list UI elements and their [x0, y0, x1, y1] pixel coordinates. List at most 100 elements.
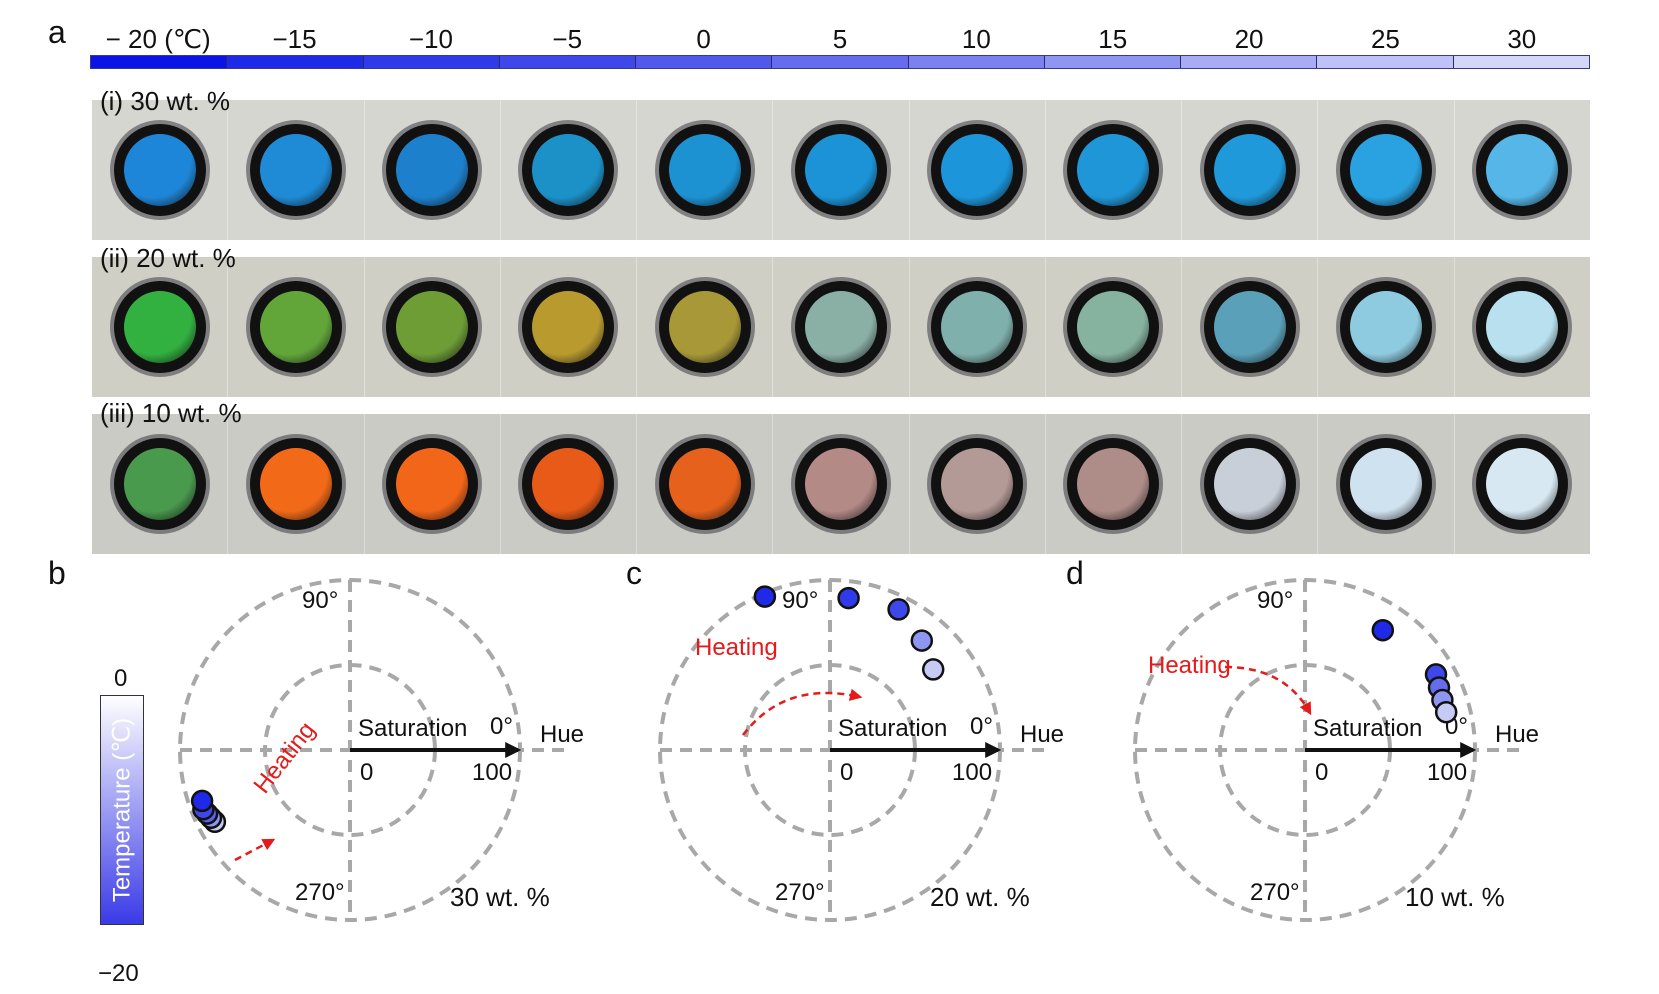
temperature-label: − 20 (℃) [105, 24, 211, 54]
data-point [753, 585, 777, 608]
sample-color-disc [1486, 134, 1559, 206]
sample-color-disc [668, 291, 741, 363]
sample-color-disc [1486, 448, 1559, 520]
temperature-label: −5 [552, 24, 583, 54]
saturation-axis-label: Saturation [358, 715, 467, 742]
sample-photo-cell [1455, 257, 1590, 397]
sample-photo-cell [637, 257, 774, 397]
temperature-bar-segment [363, 56, 500, 68]
saturation-axis-label: Saturation [838, 715, 947, 742]
sample-photo-cell [637, 100, 774, 240]
temperature-bar-segment [908, 56, 1045, 68]
sample-holder-ring [658, 438, 751, 530]
heating-arrow [1224, 665, 1312, 716]
sample-holder-ring [522, 124, 615, 216]
sample-holder-ring [522, 438, 615, 530]
sample-color-disc [1077, 291, 1150, 363]
sample-holder-ring [1203, 124, 1296, 216]
temperature-bar-segment [1453, 56, 1589, 68]
angle-0-label: 0° [490, 713, 513, 740]
sample-photo-cell [1455, 100, 1590, 240]
angle-90-label: 90° [302, 587, 338, 614]
sample-holder-ring [113, 281, 206, 373]
hue-axis-label: Hue [540, 721, 584, 748]
sample-color-disc [941, 448, 1014, 520]
sample-color-disc [1350, 448, 1423, 520]
temperature-label: 5 [832, 24, 848, 54]
sample-color-disc [668, 134, 741, 206]
saturation-tick-0: 0 [360, 759, 373, 786]
temperature-bar-segment [499, 56, 637, 68]
sample-holder-ring [1067, 281, 1160, 373]
row-label-30wt: (i) 30 wt. % [100, 86, 231, 116]
angle-270-label: 270° [295, 879, 345, 906]
sample-photo-cell [1182, 100, 1319, 240]
sample-photo-cell [365, 100, 501, 240]
temperature-label: 10 [961, 24, 991, 54]
sample-photo-cell [365, 257, 501, 397]
sample-holder-ring [931, 281, 1024, 373]
heating-label: Heating [1148, 652, 1231, 679]
heating-label: Heating [695, 634, 778, 661]
sample-color-disc [1077, 448, 1150, 520]
sample-color-disc [941, 291, 1014, 363]
data-point [921, 658, 945, 681]
sample-color-disc [804, 134, 877, 206]
temperature-color-bar [90, 55, 1590, 69]
polar-plot-20wt: 90° 0° 270° Saturation Hue 0 100 20 wt. % Heatin… [658, 578, 1064, 922]
saturation-axis-label: Saturation [1313, 715, 1422, 742]
sample-holder-ring [113, 124, 206, 216]
sample-photo-cell [910, 414, 1046, 554]
sample-holder-ring [1340, 124, 1433, 216]
sample-holder-ring [1067, 438, 1160, 530]
sample-holder-ring [386, 281, 479, 373]
sample-photo-cell [92, 100, 229, 240]
sample-holder-ring [386, 124, 479, 216]
sample-color-disc [1213, 448, 1286, 520]
panel-letter-a: a [48, 14, 66, 50]
hue-axis-label: Hue [1495, 721, 1539, 748]
temperature-label: −15 [272, 24, 317, 54]
sample-holder-ring [249, 124, 342, 216]
sample-holder-ring [658, 281, 751, 373]
saturation-tick-0: 0 [840, 759, 853, 786]
sample-holder-ring [1067, 124, 1160, 216]
angle-90-label: 90° [1257, 587, 1293, 614]
sample-holder-ring [794, 281, 887, 373]
sample-photo-cell [1318, 100, 1455, 240]
heating-arrow [742, 688, 863, 736]
sample-holder-ring [1476, 124, 1569, 216]
data-point [1371, 618, 1395, 642]
sample-holder-ring [794, 124, 887, 216]
sample-photo-cell [1046, 257, 1183, 397]
sample-color-disc [804, 291, 877, 363]
temperature-bar-segment [91, 56, 228, 68]
heating-label: Heating [248, 717, 320, 799]
sample-photo-cell [637, 414, 774, 554]
saturation-tick-0: 0 [1315, 759, 1328, 786]
data-point [887, 598, 910, 621]
data-point [190, 789, 214, 813]
photo-row-30wt [92, 100, 1590, 240]
panel-letter-d: d [1066, 555, 1084, 591]
heating-arrow [234, 838, 276, 862]
sample-holder-ring [249, 438, 342, 530]
temperature-label: −10 [408, 24, 453, 54]
row-label-20wt: (ii) 20 wt. % [100, 243, 236, 273]
sample-photo-cell [365, 414, 501, 554]
photo-row-10wt [92, 414, 1590, 554]
temperature-bar-segment [227, 56, 364, 68]
sample-holder-ring [794, 438, 887, 530]
sample-photo-cell [228, 414, 365, 554]
sample-color-disc [668, 448, 741, 520]
temperature-bar-segment [1181, 56, 1318, 68]
sample-holder-ring [1203, 281, 1296, 373]
sample-photo-cell [1182, 414, 1319, 554]
sample-holder-ring [522, 281, 615, 373]
data-point [837, 586, 860, 610]
sample-holder-ring [1340, 281, 1433, 373]
sample-photo-cell [1318, 257, 1455, 397]
temperature-label: 15 [1098, 24, 1128, 54]
angle-0-label: 0° [970, 713, 993, 740]
